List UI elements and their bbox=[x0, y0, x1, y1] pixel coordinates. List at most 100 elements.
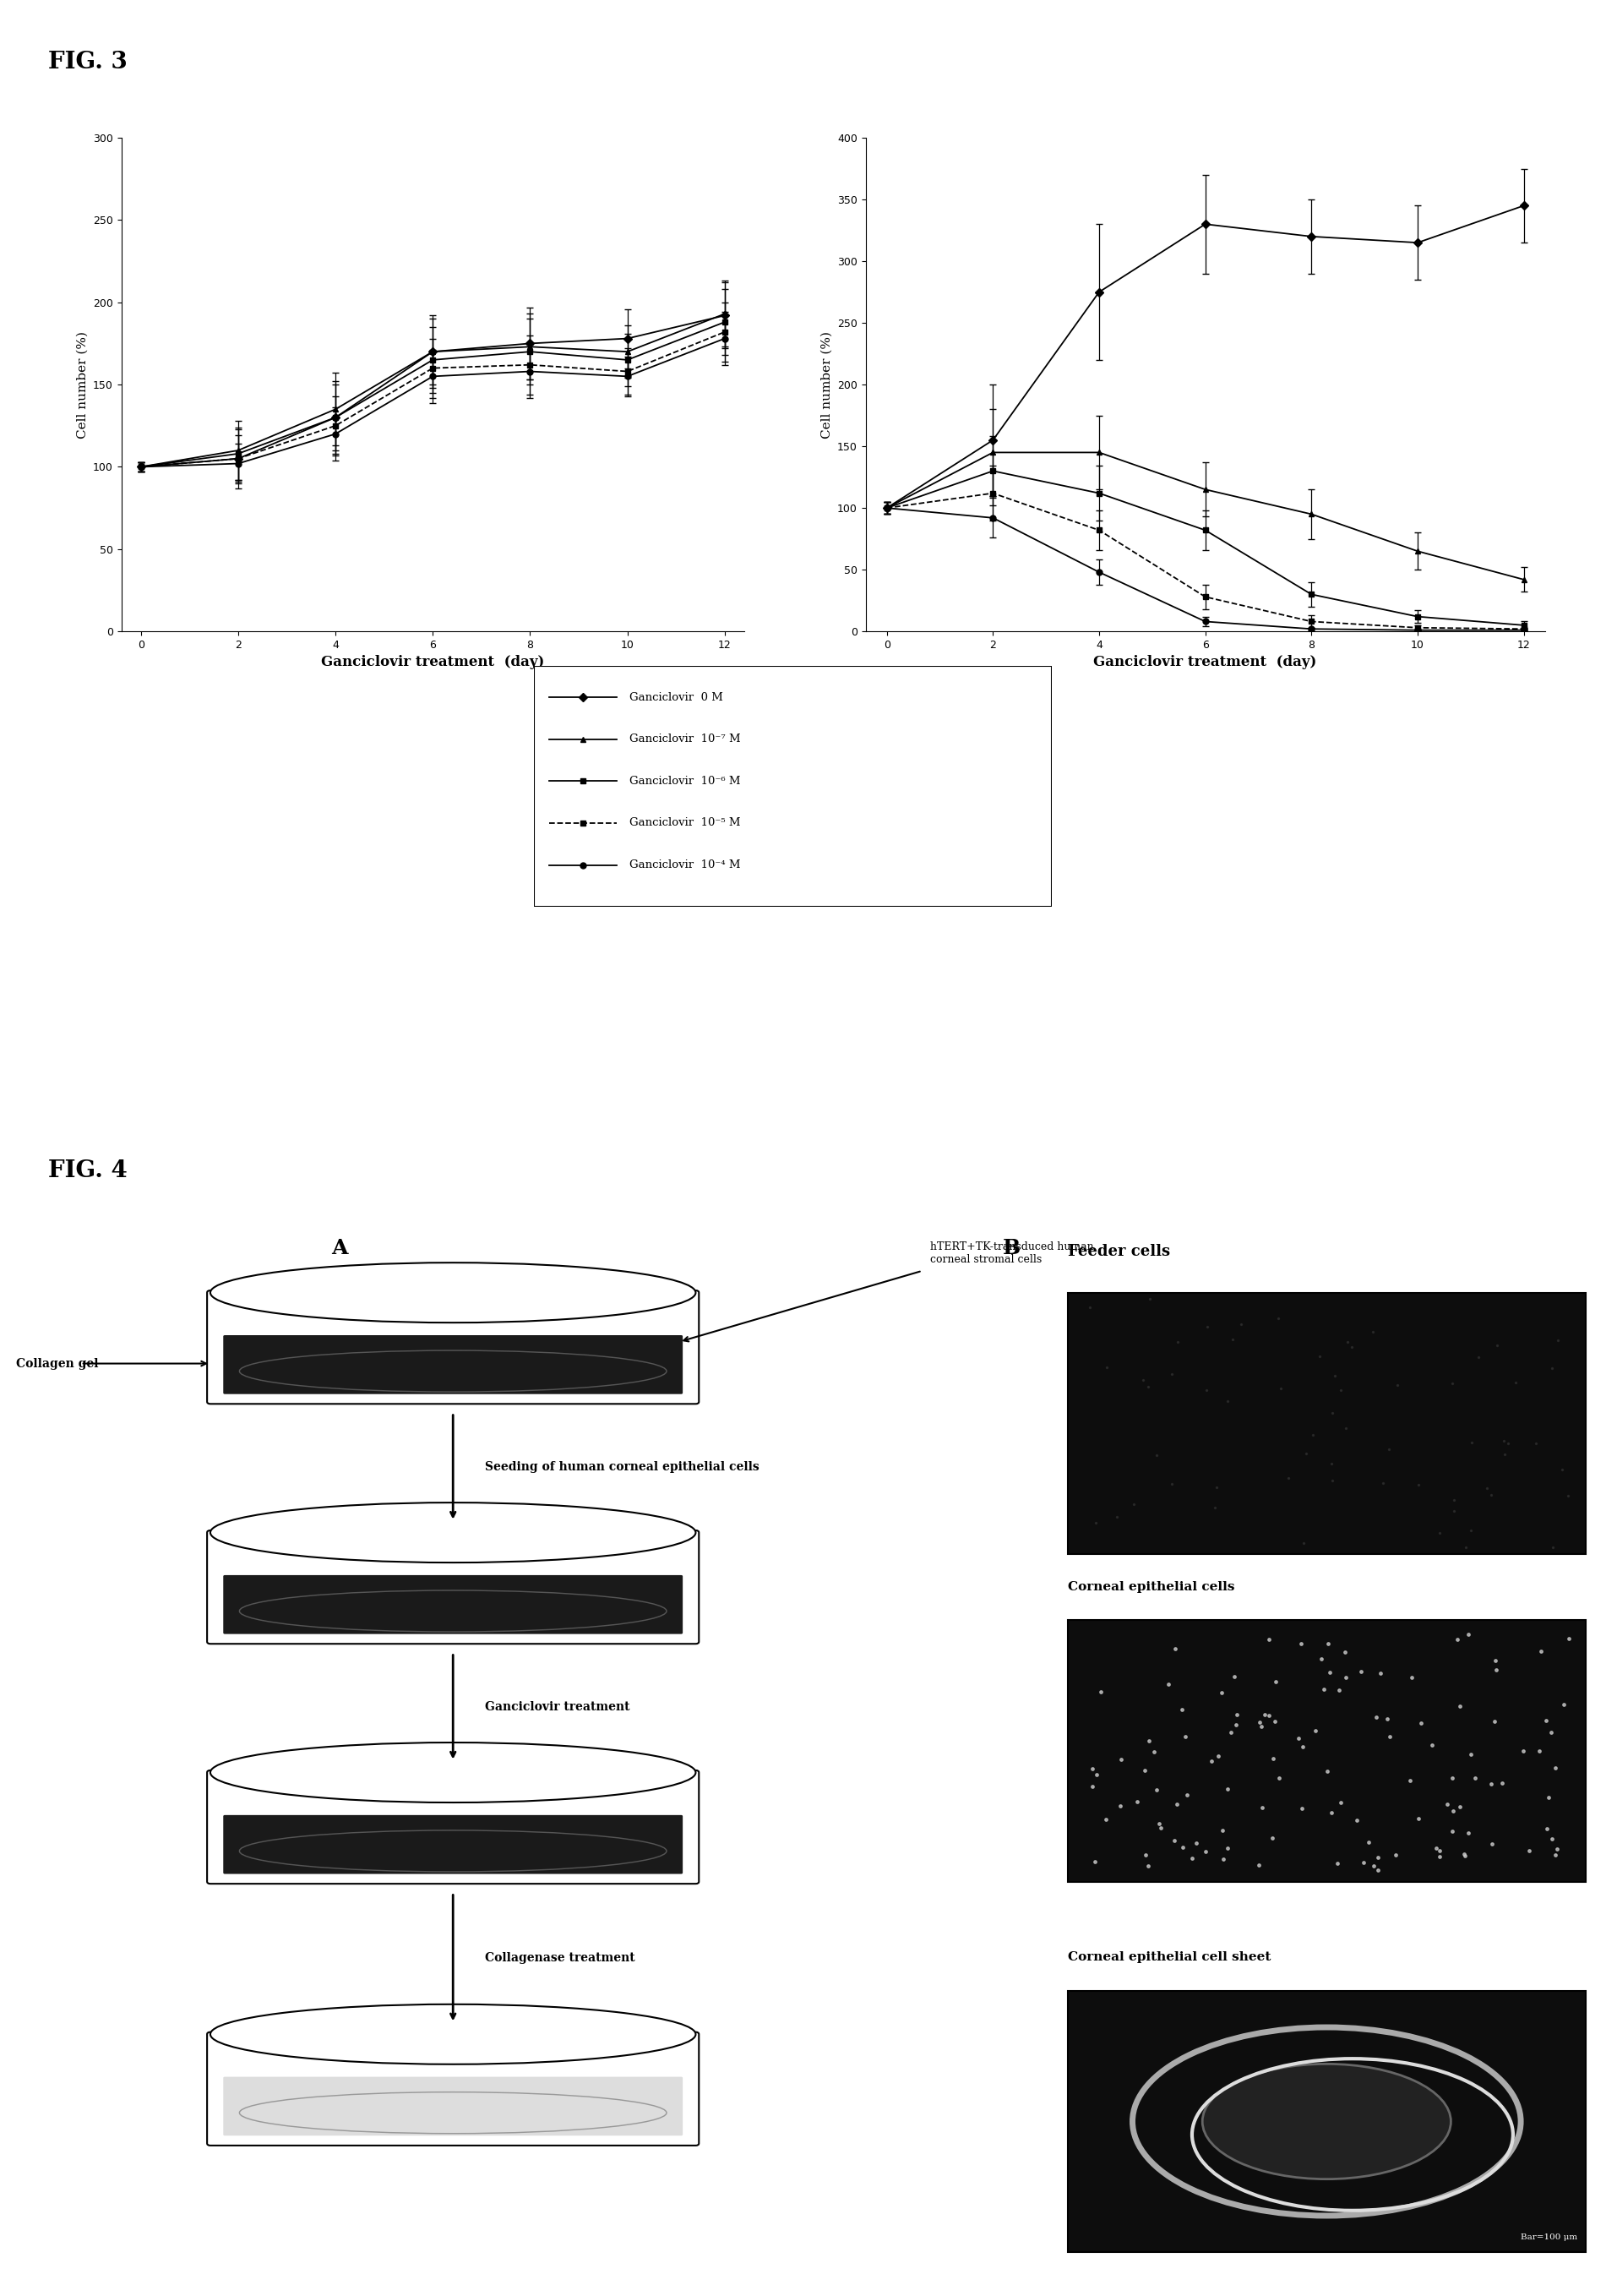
Point bbox=[1526, 1632, 1552, 1669]
Point bbox=[1365, 1839, 1391, 1876]
Point bbox=[1079, 1768, 1104, 1805]
Point bbox=[1135, 1848, 1161, 1885]
Point bbox=[1360, 1848, 1386, 1885]
Point bbox=[1454, 1814, 1480, 1851]
Point bbox=[1328, 1371, 1353, 1407]
Point bbox=[1326, 1671, 1352, 1708]
Point bbox=[1478, 1476, 1504, 1513]
FancyBboxPatch shape bbox=[1067, 1621, 1585, 1883]
Point bbox=[1483, 1651, 1509, 1688]
Point bbox=[1426, 1515, 1452, 1552]
Point bbox=[1169, 1830, 1195, 1867]
Point bbox=[1214, 1830, 1240, 1867]
Point bbox=[1543, 1830, 1568, 1867]
Text: Seeding of human corneal epithelial cells: Seeding of human corneal epithelial cell… bbox=[485, 1460, 760, 1474]
Point bbox=[1292, 1435, 1318, 1472]
Point bbox=[1161, 1821, 1187, 1857]
Point bbox=[1457, 1736, 1483, 1773]
Point bbox=[1494, 1426, 1520, 1463]
Point bbox=[1245, 1846, 1271, 1883]
Point bbox=[1192, 1832, 1218, 1869]
Point bbox=[1347, 1653, 1373, 1690]
Point bbox=[1258, 1818, 1284, 1855]
Point bbox=[1554, 1476, 1580, 1513]
FancyBboxPatch shape bbox=[207, 1770, 699, 1883]
Point bbox=[1319, 1463, 1345, 1499]
Point bbox=[1526, 1733, 1552, 1770]
Point bbox=[1538, 1350, 1564, 1387]
Point bbox=[1450, 1837, 1476, 1874]
Point bbox=[1332, 1410, 1358, 1446]
Point bbox=[1337, 1329, 1363, 1366]
Point bbox=[1093, 1348, 1119, 1384]
FancyBboxPatch shape bbox=[207, 1290, 699, 1403]
Point bbox=[1360, 1313, 1386, 1350]
Point bbox=[1103, 1499, 1129, 1536]
Point bbox=[1260, 1740, 1286, 1777]
Point bbox=[1174, 1777, 1200, 1814]
Point bbox=[1452, 1837, 1478, 1874]
Point bbox=[1221, 1658, 1247, 1694]
Y-axis label: Cell number (%): Cell number (%) bbox=[820, 331, 833, 439]
Point bbox=[1331, 1632, 1357, 1669]
Point bbox=[1323, 1844, 1349, 1880]
Point bbox=[1137, 1281, 1163, 1318]
Point bbox=[1087, 1674, 1112, 1711]
Point bbox=[1457, 1513, 1483, 1550]
Point bbox=[1210, 1812, 1235, 1848]
Point bbox=[1405, 1467, 1431, 1504]
Text: FIG. 3: FIG. 3 bbox=[49, 51, 128, 73]
Point bbox=[1145, 1805, 1171, 1841]
Point bbox=[1538, 1715, 1564, 1752]
Text: Ganciclovir  10⁻⁷ M: Ganciclovir 10⁻⁷ M bbox=[629, 735, 741, 744]
Point bbox=[1290, 1525, 1316, 1561]
X-axis label: Ganciclovir treatment  (day): Ganciclovir treatment (day) bbox=[1093, 654, 1316, 670]
Point bbox=[1439, 1793, 1465, 1830]
Point bbox=[1135, 1722, 1161, 1759]
Point bbox=[1384, 1366, 1410, 1403]
Point bbox=[1222, 1697, 1248, 1733]
Point bbox=[1093, 1800, 1119, 1837]
X-axis label: Ganciclovir treatment  (day): Ganciclovir treatment (day) bbox=[320, 654, 545, 670]
Point bbox=[1082, 1844, 1108, 1880]
Text: Bar=100 μm: Bar=100 μm bbox=[1520, 2234, 1577, 2241]
Text: Ganciclovir  10⁻⁵ M: Ganciclovir 10⁻⁵ M bbox=[629, 817, 741, 829]
Point bbox=[1365, 1851, 1391, 1887]
Text: Collagenase treatment: Collagenase treatment bbox=[485, 1952, 635, 1963]
Point bbox=[1318, 1394, 1344, 1430]
Point bbox=[1543, 1750, 1568, 1786]
Point bbox=[1328, 1784, 1353, 1821]
Text: hTERT+TK-transduced human
corneal stromal cells: hTERT+TK-transduced human corneal stroma… bbox=[930, 1242, 1093, 1265]
Point bbox=[1478, 1825, 1504, 1862]
Point bbox=[1124, 1784, 1150, 1821]
Point bbox=[1289, 1729, 1315, 1766]
Point bbox=[1130, 1752, 1156, 1789]
Point bbox=[1381, 1837, 1407, 1874]
Text: FIG. 4: FIG. 4 bbox=[49, 1159, 128, 1182]
Point bbox=[1318, 1444, 1344, 1481]
Point bbox=[1522, 1426, 1547, 1463]
Point bbox=[1289, 1791, 1315, 1828]
Point bbox=[1313, 1752, 1339, 1789]
Point bbox=[1374, 1430, 1400, 1467]
Point bbox=[1208, 1674, 1234, 1711]
Point bbox=[1334, 1322, 1360, 1359]
Point bbox=[1489, 1424, 1515, 1460]
Point bbox=[1308, 1639, 1334, 1676]
Point bbox=[1355, 1823, 1381, 1860]
Point bbox=[1179, 1839, 1205, 1876]
Point bbox=[1363, 1699, 1389, 1736]
Point bbox=[1407, 1704, 1433, 1740]
Point bbox=[1205, 1738, 1231, 1775]
Text: Feeder cells: Feeder cells bbox=[1067, 1244, 1169, 1258]
Point bbox=[1446, 1789, 1471, 1825]
Point bbox=[1255, 1697, 1281, 1733]
Point bbox=[1167, 1692, 1193, 1729]
Point bbox=[1535, 1779, 1560, 1816]
Point bbox=[1439, 1481, 1465, 1518]
Point bbox=[1374, 1701, 1400, 1738]
Point bbox=[1483, 1327, 1509, 1364]
Point bbox=[1164, 1322, 1190, 1359]
Point bbox=[1201, 1490, 1227, 1527]
Point bbox=[1370, 1465, 1395, 1502]
